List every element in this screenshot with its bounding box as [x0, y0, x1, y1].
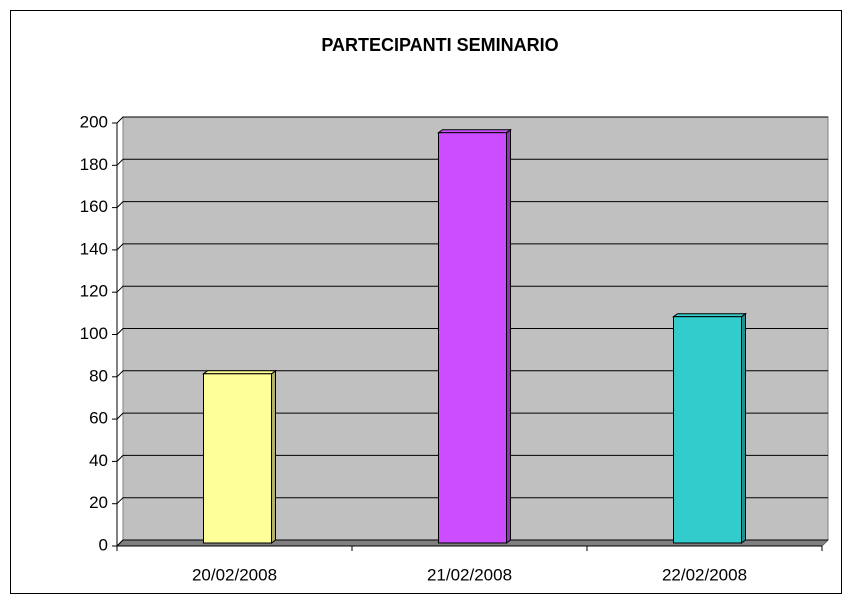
y-tick-label: 0 — [99, 535, 108, 554]
grid-line — [116, 370, 828, 378]
y-tick-label: 100 — [80, 324, 108, 343]
y-tick-label: 20 — [89, 493, 108, 512]
grid-line — [116, 412, 828, 420]
grid-line — [116, 243, 828, 251]
y-tick-label: 180 — [80, 155, 108, 174]
x-tick-label: 20/02/2008 — [192, 565, 277, 584]
grid-line — [116, 454, 828, 462]
x-tick-label: 21/02/2008 — [427, 565, 512, 584]
grid-line — [116, 158, 828, 166]
y-tick-label: 60 — [89, 409, 108, 428]
grid-line — [116, 285, 828, 293]
bar-side — [506, 128, 511, 544]
y-tick-label: 200 — [80, 112, 108, 131]
y-tick-label: 140 — [80, 239, 108, 258]
grid-line — [116, 201, 828, 208]
grid-line — [116, 497, 828, 505]
grid-line — [116, 539, 828, 547]
y-tick-label: 120 — [80, 282, 108, 301]
y-tick-label: 40 — [89, 451, 108, 470]
bar — [203, 373, 272, 544]
grid-line — [116, 116, 828, 124]
x-tick-label: 22/02/2008 — [662, 565, 747, 584]
grid-line — [116, 328, 828, 335]
bar-side — [741, 312, 746, 544]
bar — [438, 132, 507, 544]
y-tick-label: 80 — [89, 366, 108, 385]
bar-side — [271, 369, 276, 544]
chart-title: PARTECIPANTI SEMINARIO — [321, 35, 558, 55]
bar — [673, 316, 742, 544]
y-tick-label: 160 — [80, 197, 108, 216]
